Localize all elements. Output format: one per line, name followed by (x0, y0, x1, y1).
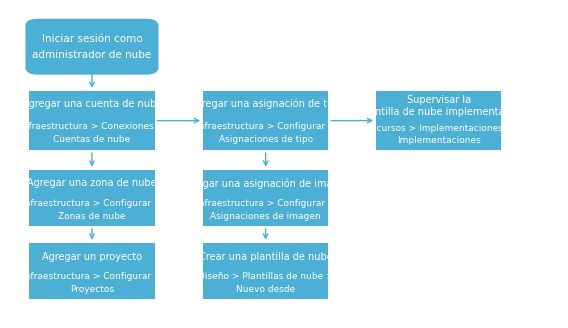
Text: Zonas de nube: Zonas de nube (58, 212, 126, 220)
Text: Recursos > Implementaciones >: Recursos > Implementaciones > (365, 124, 513, 133)
Text: Agregar un proyecto: Agregar un proyecto (42, 252, 142, 262)
FancyBboxPatch shape (30, 170, 154, 226)
Text: Infraestructura > Configurar >: Infraestructura > Configurar > (196, 122, 336, 131)
Text: Agregar una zona de nube: Agregar una zona de nube (27, 178, 157, 188)
Text: Supervisar la: Supervisar la (407, 95, 471, 105)
Text: Asignaciones de imagen: Asignaciones de imagen (210, 212, 321, 220)
Text: Agregar una cuenta de nube: Agregar una cuenta de nube (22, 99, 162, 109)
FancyBboxPatch shape (203, 170, 328, 226)
Text: Agregar una asignación de tipo: Agregar una asignación de tipo (189, 99, 342, 109)
Text: Cuentas de nube: Cuentas de nube (53, 135, 131, 144)
Text: administrador de nube: administrador de nube (32, 50, 152, 60)
Text: Infraestructura > Conexiones >: Infraestructura > Conexiones > (20, 122, 164, 131)
Text: plantilla de nube implementada: plantilla de nube implementada (361, 107, 517, 117)
Text: Implementaciones: Implementaciones (397, 136, 481, 145)
Text: Asignaciones de tipo: Asignaciones de tipo (219, 135, 313, 144)
Text: Iniciar sesión como: Iniciar sesión como (41, 34, 142, 44)
FancyBboxPatch shape (30, 91, 154, 150)
Text: Infraestructura > Configurar >: Infraestructura > Configurar > (196, 199, 336, 208)
FancyBboxPatch shape (203, 91, 328, 150)
Text: Proyectos: Proyectos (70, 285, 114, 294)
Text: Crear una plantilla de nube: Crear una plantilla de nube (199, 252, 332, 262)
Text: Infraestructura > Configurar >: Infraestructura > Configurar > (22, 199, 162, 208)
Text: Agregar una asignación de imagen: Agregar una asignación de imagen (180, 178, 351, 189)
FancyBboxPatch shape (26, 19, 158, 75)
Text: Diseño > Plantillas de nube >: Diseño > Plantillas de nube > (198, 272, 333, 281)
Text: Infraestructura > Configurar >: Infraestructura > Configurar > (22, 272, 162, 281)
FancyBboxPatch shape (30, 243, 154, 299)
FancyBboxPatch shape (203, 243, 328, 299)
Text: Nuevo desde: Nuevo desde (236, 285, 295, 294)
FancyBboxPatch shape (376, 91, 502, 150)
